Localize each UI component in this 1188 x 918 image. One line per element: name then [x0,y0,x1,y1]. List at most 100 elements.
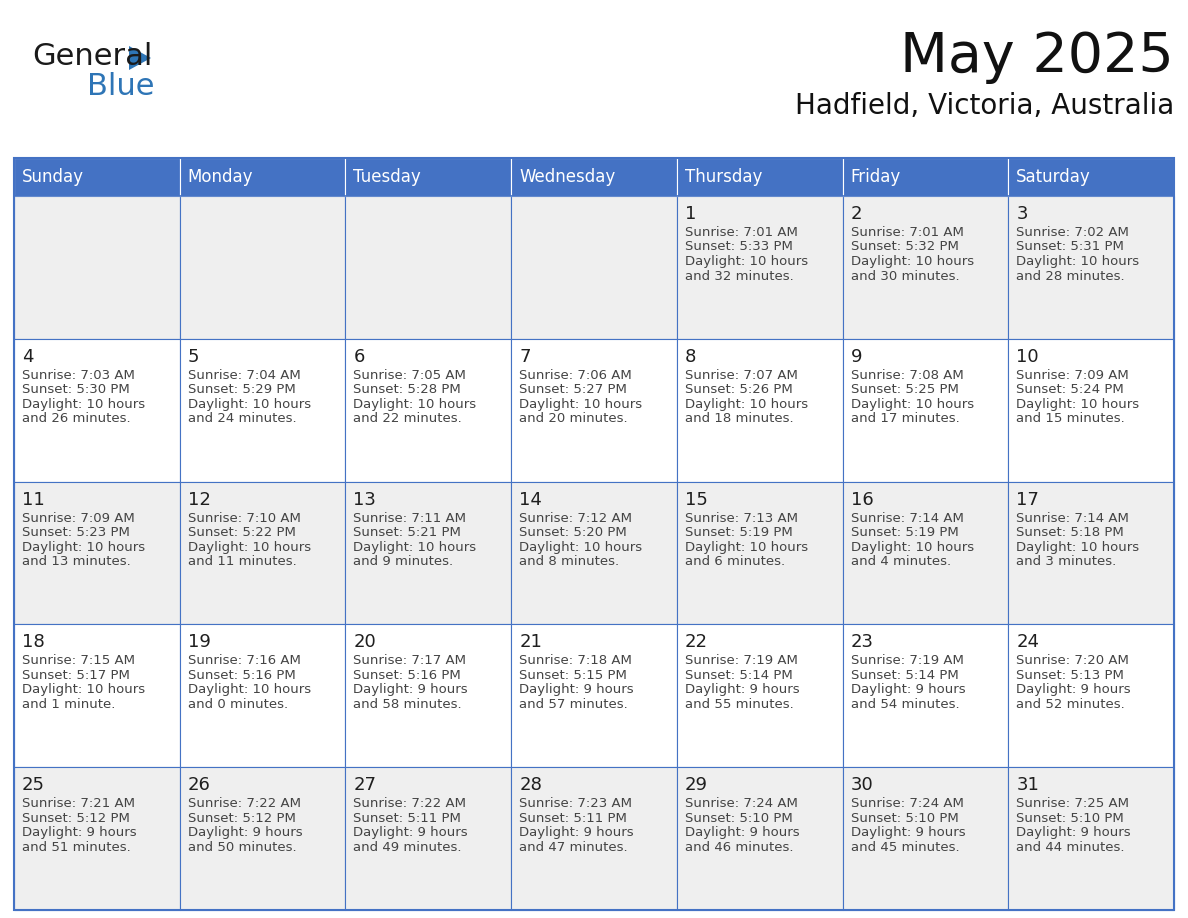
Text: and 0 minutes.: and 0 minutes. [188,698,287,711]
Bar [346,158,511,196]
Text: Sunrise: 7:02 AM: Sunrise: 7:02 AM [1016,226,1129,239]
Text: Sunset: 5:10 PM: Sunset: 5:10 PM [851,812,959,824]
Text: 16: 16 [851,490,873,509]
Bar [179,196,346,339]
Text: Sunset: 5:27 PM: Sunset: 5:27 PM [519,384,627,397]
Bar [179,624,346,767]
Bar [842,196,1009,339]
Text: Sunrise: 7:20 AM: Sunrise: 7:20 AM [1016,655,1129,667]
Text: and 44 minutes.: and 44 minutes. [1016,841,1125,854]
Text: 29: 29 [684,777,708,794]
Text: Sunset: 5:28 PM: Sunset: 5:28 PM [353,384,461,397]
Bar [511,482,677,624]
Text: and 8 minutes.: and 8 minutes. [519,555,619,568]
Bar [677,482,842,624]
Text: Sunrise: 7:06 AM: Sunrise: 7:06 AM [519,369,632,382]
Text: Daylight: 10 hours: Daylight: 10 hours [1016,541,1139,554]
Text: Sunset: 5:17 PM: Sunset: 5:17 PM [23,669,129,682]
Text: Sunset: 5:21 PM: Sunset: 5:21 PM [353,526,461,539]
Text: and 54 minutes.: and 54 minutes. [851,698,959,711]
Text: Daylight: 10 hours: Daylight: 10 hours [353,397,476,410]
Text: and 18 minutes.: and 18 minutes. [684,412,794,425]
Bar [179,767,346,910]
Text: Sunrise: 7:07 AM: Sunrise: 7:07 AM [684,369,797,382]
Text: Daylight: 9 hours: Daylight: 9 hours [188,826,302,839]
Text: Daylight: 10 hours: Daylight: 10 hours [851,255,974,268]
Text: Daylight: 9 hours: Daylight: 9 hours [519,683,633,697]
Text: Daylight: 10 hours: Daylight: 10 hours [1016,397,1139,410]
Text: and 55 minutes.: and 55 minutes. [684,698,794,711]
Text: Sunrise: 7:05 AM: Sunrise: 7:05 AM [353,369,467,382]
Text: Daylight: 10 hours: Daylight: 10 hours [684,255,808,268]
Text: and 6 minutes.: and 6 minutes. [684,555,785,568]
Text: and 50 minutes.: and 50 minutes. [188,841,296,854]
Text: 30: 30 [851,777,873,794]
Text: 19: 19 [188,633,210,652]
Text: 5: 5 [188,348,200,365]
Text: Sunrise: 7:10 AM: Sunrise: 7:10 AM [188,511,301,524]
Text: and 58 minutes.: and 58 minutes. [353,698,462,711]
Bar [1009,196,1174,339]
Text: and 45 minutes.: and 45 minutes. [851,841,959,854]
Text: Sunset: 5:23 PM: Sunset: 5:23 PM [23,526,129,539]
Text: Daylight: 9 hours: Daylight: 9 hours [353,826,468,839]
Text: Sunrise: 7:15 AM: Sunrise: 7:15 AM [23,655,135,667]
Text: Daylight: 10 hours: Daylight: 10 hours [23,397,145,410]
Text: Sunrise: 7:19 AM: Sunrise: 7:19 AM [684,655,797,667]
Text: and 26 minutes.: and 26 minutes. [23,412,131,425]
Text: Sunrise: 7:18 AM: Sunrise: 7:18 AM [519,655,632,667]
Bar [511,196,677,339]
Text: Sunrise: 7:24 AM: Sunrise: 7:24 AM [851,797,963,811]
Text: Daylight: 10 hours: Daylight: 10 hours [23,683,145,697]
Text: 11: 11 [23,490,45,509]
Text: 3: 3 [1016,205,1028,223]
Text: and 3 minutes.: and 3 minutes. [1016,555,1117,568]
Bar [14,482,179,624]
Text: 12: 12 [188,490,210,509]
Text: Daylight: 9 hours: Daylight: 9 hours [23,826,137,839]
Text: Blue: Blue [87,72,154,101]
Bar [346,767,511,910]
Text: Sunrise: 7:24 AM: Sunrise: 7:24 AM [684,797,797,811]
Text: Sunset: 5:10 PM: Sunset: 5:10 PM [1016,812,1124,824]
Text: Sunrise: 7:11 AM: Sunrise: 7:11 AM [353,511,467,524]
Text: May 2025: May 2025 [901,30,1174,84]
Text: Sunset: 5:33 PM: Sunset: 5:33 PM [684,241,792,253]
Bar [14,158,179,196]
Text: Daylight: 10 hours: Daylight: 10 hours [1016,255,1139,268]
Text: 28: 28 [519,777,542,794]
Text: and 20 minutes.: and 20 minutes. [519,412,627,425]
Text: Sunrise: 7:23 AM: Sunrise: 7:23 AM [519,797,632,811]
Text: Sunset: 5:11 PM: Sunset: 5:11 PM [519,812,627,824]
Text: Sunset: 5:19 PM: Sunset: 5:19 PM [851,526,959,539]
Bar [179,482,346,624]
Text: Sunset: 5:15 PM: Sunset: 5:15 PM [519,669,627,682]
Text: Daylight: 10 hours: Daylight: 10 hours [188,397,311,410]
Bar [14,624,179,767]
Text: Sunrise: 7:12 AM: Sunrise: 7:12 AM [519,511,632,524]
Text: Sunrise: 7:25 AM: Sunrise: 7:25 AM [1016,797,1130,811]
Text: and 15 minutes.: and 15 minutes. [1016,412,1125,425]
Text: 9: 9 [851,348,862,365]
Text: and 17 minutes.: and 17 minutes. [851,412,960,425]
Text: Saturday: Saturday [1016,168,1091,186]
Bar [842,339,1009,482]
Text: and 24 minutes.: and 24 minutes. [188,412,296,425]
Text: and 51 minutes.: and 51 minutes. [23,841,131,854]
Bar [14,339,179,482]
Text: Friday: Friday [851,168,901,186]
Text: Sunset: 5:11 PM: Sunset: 5:11 PM [353,812,461,824]
Text: Daylight: 10 hours: Daylight: 10 hours [519,541,643,554]
Text: Sunrise: 7:09 AM: Sunrise: 7:09 AM [23,511,134,524]
Text: Sunrise: 7:01 AM: Sunrise: 7:01 AM [851,226,963,239]
Text: Thursday: Thursday [684,168,763,186]
Bar [1009,767,1174,910]
Bar [1009,339,1174,482]
Text: Daylight: 9 hours: Daylight: 9 hours [1016,826,1131,839]
Text: Daylight: 9 hours: Daylight: 9 hours [684,826,800,839]
Text: and 49 minutes.: and 49 minutes. [353,841,462,854]
Text: Sunset: 5:19 PM: Sunset: 5:19 PM [684,526,792,539]
Text: Daylight: 10 hours: Daylight: 10 hours [519,397,643,410]
Text: Sunset: 5:31 PM: Sunset: 5:31 PM [1016,241,1124,253]
Text: Daylight: 9 hours: Daylight: 9 hours [1016,683,1131,697]
